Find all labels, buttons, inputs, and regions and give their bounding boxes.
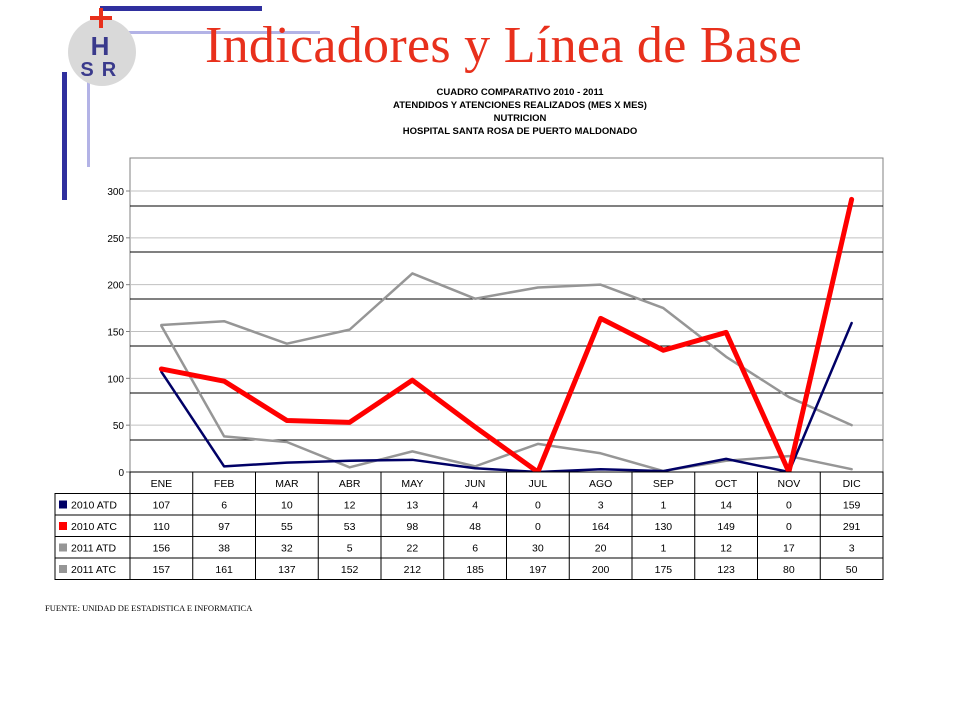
legend-label-2010-atc: 2010 ATC — [71, 521, 117, 533]
hospital-logo: H S R — [68, 8, 136, 86]
data-label-cell: 149 — [717, 521, 735, 533]
data-label-cell: 30 — [532, 543, 544, 555]
data-label-cell: 38 — [218, 543, 230, 555]
data-label-cell: 53 — [344, 521, 356, 533]
legend-swatch-2010-atc — [59, 522, 67, 530]
data-label-cell: 110 — [153, 521, 170, 533]
data-label-cell: 10 — [281, 500, 293, 512]
data-label-cell: 48 — [469, 521, 481, 533]
chart-title-line-4: HOSPITAL SANTA ROSA DE PUERTO MALDONADO — [402, 126, 638, 137]
slide-title: Indicadores y Línea de Base — [205, 17, 803, 74]
data-label-cell: 5 — [347, 543, 353, 555]
data-label-cell: 157 — [153, 564, 171, 576]
chart-title-line-2: ATENDIDOS Y ATENCIONES REALIZADOS (MES X… — [393, 100, 647, 111]
accent-bar-left-light — [87, 55, 90, 167]
data-label-cell: 0 — [786, 521, 792, 533]
y-tick-label-50: 50 — [113, 421, 125, 432]
logo-letter-s: S — [80, 59, 93, 81]
data-label-cell: 50 — [846, 564, 858, 576]
legend-swatch-2011-atc — [59, 565, 67, 573]
logo-cross-horizontal — [90, 16, 112, 20]
plot-area — [129, 157, 884, 473]
data-label-cell: 17 — [783, 543, 795, 555]
data-label-cell: 1 — [660, 500, 666, 512]
legend-label-2011-atc: 2011 ATC — [71, 564, 117, 576]
data-label-cell: 97 — [218, 521, 230, 533]
accent-bar-top-dark — [100, 6, 262, 11]
accent-bar-top-light — [110, 31, 320, 34]
data-label-cell: 6 — [221, 500, 227, 512]
data-label-cell: 0 — [535, 500, 541, 512]
x-tick-label-mar: MAR — [275, 478, 299, 490]
legend-label-2010-atd: 2010 ATD — [71, 500, 117, 512]
data-label-cell: 137 — [278, 564, 296, 576]
data-label-cell: 13 — [407, 500, 419, 512]
logo-letter-r: R — [102, 59, 117, 81]
data-label-cell: 164 — [592, 521, 610, 533]
table-row-3 — [54, 536, 884, 559]
y-tick-label-300: 300 — [107, 187, 124, 198]
data-label-cell: 0 — [535, 521, 541, 533]
x-tick-label-abr: ABR — [339, 478, 361, 490]
source-note: FUENTE: UNIDAD DE ESTADISTICA E INFORMAT… — [45, 603, 253, 613]
series-line-2011-atc — [160, 272, 853, 427]
x-tick-label-jul: JUL — [529, 478, 548, 490]
data-label-cell: 1 — [660, 543, 666, 555]
data-label-cell: 6 — [472, 543, 478, 555]
data-label-cell: 107 — [153, 500, 171, 512]
x-tick-label-feb: FEB — [214, 478, 234, 490]
data-label-cell: 130 — [655, 521, 673, 533]
data-label-cell: 152 — [341, 564, 359, 576]
table-row-1 — [54, 493, 884, 516]
data-label-cell: 3 — [849, 543, 855, 555]
data-label-cell: 14 — [720, 500, 732, 512]
y-tick-label-100: 100 — [107, 374, 124, 385]
data-label-cell: 291 — [843, 521, 861, 533]
series-line-2010-atd — [160, 321, 853, 474]
legend-label-2011-atd: 2011 ATD — [71, 543, 117, 555]
x-tick-label-may: MAY — [401, 478, 423, 490]
y-tick-label-200: 200 — [107, 281, 124, 292]
data-label-cell: 3 — [598, 500, 604, 512]
x-tick-label-jun: JUN — [465, 478, 485, 490]
y-tick-label-250: 250 — [107, 234, 124, 245]
x-tick-label-dic: DIC — [843, 478, 862, 490]
x-tick-label-oct: OCT — [715, 478, 738, 490]
data-label-cell: 80 — [783, 564, 795, 576]
data-label-cell: 0 — [786, 500, 792, 512]
data-label-cell: 22 — [407, 543, 419, 555]
data-label-cell: 123 — [717, 564, 735, 576]
logo-letter-h: H — [91, 31, 110, 61]
data-label-cell: 32 — [281, 543, 293, 555]
x-tick-label-ene: ENE — [151, 478, 173, 490]
data-label-cell: 175 — [655, 564, 673, 576]
data-label-cell: 156 — [153, 543, 171, 555]
legend-swatch-2011-atd — [59, 543, 67, 552]
data-label-cell: 12 — [720, 543, 732, 555]
x-tick-label-nov: NOV — [777, 478, 800, 490]
legend-swatch-2010-atd — [59, 500, 67, 509]
data-label-cell: 197 — [529, 564, 547, 576]
accent-bar-left-dark — [62, 72, 67, 200]
series-line-2010-atc — [158, 196, 855, 475]
x-tick-label-sep: SEP — [653, 478, 674, 490]
chart-title-line-1: CUADRO COMPARATIVO 2010 - 2011 — [436, 87, 604, 98]
data-label-cell: 185 — [466, 564, 484, 576]
data-label-cell: 161 — [215, 564, 233, 576]
y-tick-label-0: 0 — [118, 468, 124, 479]
chart-title-line-3: NUTRICION — [493, 113, 547, 124]
logo-circle — [68, 18, 136, 86]
data-label-cell: 212 — [404, 564, 422, 576]
data-label-cell: 159 — [843, 500, 861, 512]
data-label-cell: 12 — [344, 500, 356, 512]
data-label-cell: 55 — [281, 521, 293, 533]
data-label-cell: 20 — [595, 543, 607, 555]
y-tick-label-150: 150 — [107, 328, 124, 339]
data-label-cell: 200 — [592, 564, 610, 576]
data-label-cell: 98 — [407, 521, 419, 533]
data-label-cell: 4 — [472, 500, 478, 512]
x-tick-label-ago: AGO — [589, 478, 612, 490]
